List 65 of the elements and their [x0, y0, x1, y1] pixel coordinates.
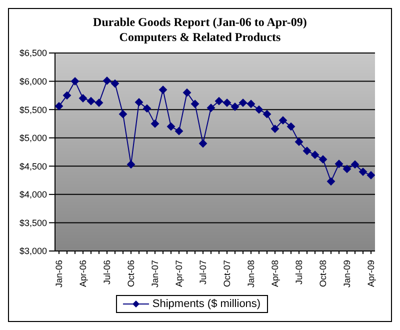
- point: [135, 98, 143, 106]
- point: [191, 100, 199, 108]
- point: [71, 77, 79, 86]
- chart-title: Durable Goods Report (Jan-06 to Apr-09): [92, 15, 308, 30]
- point: [79, 94, 87, 102]
- point: [263, 110, 271, 118]
- point: [55, 102, 63, 110]
- point: [311, 150, 319, 159]
- point: [367, 171, 375, 180]
- y-tick-label: $5,500: [19, 104, 47, 115]
- x-tick-label: Oct-07: [222, 260, 232, 288]
- point: [247, 100, 255, 108]
- point: [271, 124, 279, 133]
- x-tick-label: Oct-08: [318, 260, 328, 288]
- point: [87, 97, 95, 106]
- x-tick-label: Apr-09: [366, 260, 376, 288]
- x-tick-label: Jan-07: [150, 260, 160, 288]
- legend-label: Shipments ($ millions): [152, 298, 261, 310]
- x-tick-label: Jan-08: [246, 260, 256, 288]
- point: [295, 138, 303, 146]
- point: [215, 97, 223, 106]
- point: [319, 155, 327, 164]
- point: [239, 98, 247, 107]
- point: [143, 104, 151, 112]
- point: [103, 76, 111, 85]
- point: [223, 98, 231, 107]
- y-tick-label: $4,500: [19, 161, 47, 172]
- y-tick-label: $3,000: [19, 246, 47, 256]
- point: [327, 177, 335, 186]
- chart-subtitle: Computers & Related Products: [118, 30, 282, 45]
- point: [287, 122, 295, 131]
- point: [183, 88, 191, 97]
- point: [127, 160, 135, 168]
- point: [63, 91, 71, 100]
- point: [95, 98, 103, 107]
- point: [175, 127, 183, 136]
- point: [303, 146, 311, 155]
- y-tick-label: $6,000: [19, 76, 47, 86]
- point: [359, 168, 367, 176]
- point: [207, 104, 215, 112]
- x-tick-label: Jul-08: [294, 260, 304, 285]
- x-tick-label: Jul-07: [198, 260, 208, 285]
- point: [199, 140, 207, 148]
- point: [351, 160, 359, 168]
- x-tick-label: Jan-09: [342, 260, 352, 288]
- y-tick-label: $4,000: [19, 190, 47, 200]
- x-tick-label: Apr-07: [174, 260, 184, 288]
- point: [119, 110, 127, 118]
- y-tick-label: $3,500: [19, 218, 47, 228]
- x-tick-label: Jan-06: [54, 260, 64, 288]
- x-tick-label: Apr-08: [270, 260, 280, 288]
- point: [167, 122, 175, 131]
- point: [343, 164, 351, 173]
- point: [279, 116, 287, 124]
- y-tick-label: $6,500: [19, 48, 47, 58]
- point: [151, 120, 159, 128]
- x-tick-label: Oct-06: [126, 260, 136, 288]
- x-tick-label: Apr-06: [78, 260, 88, 288]
- y-tick-label: $5,000: [19, 133, 47, 144]
- x-tick-label: Jul-06: [102, 260, 112, 285]
- point: [111, 80, 119, 88]
- point: [159, 86, 167, 94]
- point: [255, 106, 263, 114]
- point: [231, 102, 239, 111]
- point: [335, 160, 343, 168]
